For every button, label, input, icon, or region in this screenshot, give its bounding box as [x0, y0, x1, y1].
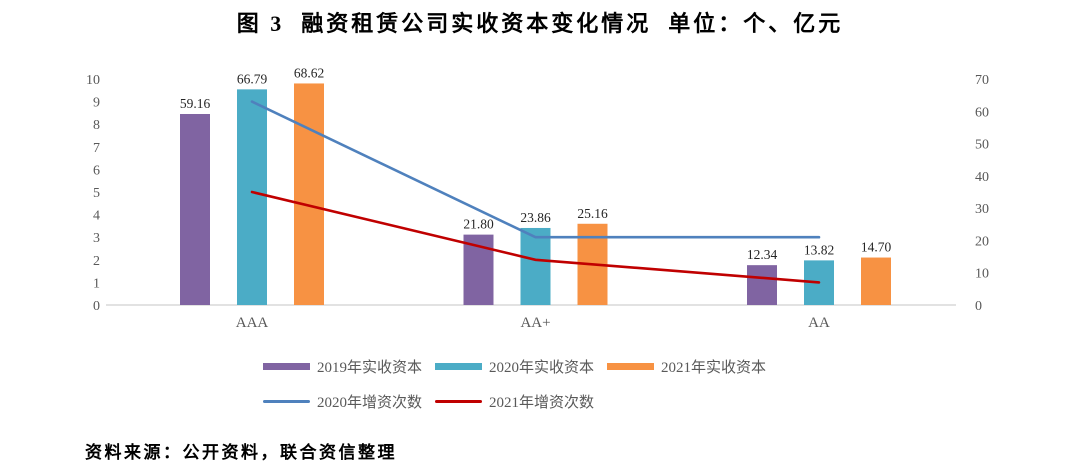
bar-2021-AA [861, 257, 891, 305]
legend-swatch-2020-bar [435, 363, 483, 370]
category-label-AAA: AAA [236, 315, 269, 331]
left-axis-tick-0: 0 [93, 299, 100, 314]
line-2020 [250, 100, 821, 239]
category-label-AA+: AA+ [520, 315, 550, 331]
bar-label-2020-AA+: 23.86 [520, 210, 551, 225]
bar-label-2019-AA: 12.34 [747, 247, 778, 262]
bar-2019-AAA [180, 113, 210, 305]
legend-item-2021-bar: 2021年实收资本 [607, 356, 766, 377]
legend-item-2019-bar: 2019年实收资本 [263, 356, 422, 377]
legend-item-2021-line: 2021年增资次数 [435, 391, 594, 412]
bar-label-2021-AA: 14.70 [861, 240, 892, 255]
bar-2021-AAA [294, 83, 324, 305]
bar-label-2020-AA: 13.82 [804, 242, 834, 257]
bar-2019-AA [747, 265, 777, 305]
left-axis-tick-2: 2 [93, 254, 100, 269]
right-axis-tick-20: 20 [975, 234, 989, 249]
bar-label-2019-AA+: 21.80 [463, 217, 494, 232]
legend-item-2020-bar: 2020年实收资本 [435, 356, 594, 377]
capital-change-chart: 0 1 2 3 4 5 6 7 8 9 10 0 10 20 30 40 50 60 70 59.16 21.80 12.… [86, 65, 989, 331]
left-axis-tick-8: 8 [93, 118, 100, 133]
legend-swatch-2020-line [263, 400, 310, 403]
left-axis-tick-7: 7 [93, 141, 100, 156]
legend-swatch-2021-line [435, 400, 483, 403]
right-axis-tick-50: 50 [975, 138, 989, 153]
source-note: 资料来源：公开资料，联合资信整理 [85, 443, 397, 462]
bar-2020-AAA [237, 89, 267, 305]
bar-label-2020-AAA: 66.79 [237, 71, 268, 86]
chart-title: 图 3 融资租赁公司实收资本变化情况 单位：个、亿元 [236, 11, 844, 36]
right-axis-tick-40: 40 [975, 170, 989, 185]
legend-label-2021-line: 2021年增资次数 [489, 395, 595, 411]
legend-row-bars: 2019年实收资本 2020年实收资本 2021年实收资本 [263, 356, 766, 377]
legend-label-2020-bar: 2020年实收资本 [489, 360, 595, 376]
left-axis-tick-1: 1 [93, 276, 100, 291]
left-axis-tick-5: 5 [93, 186, 100, 201]
left-axis-tick-6: 6 [93, 163, 100, 178]
right-axis-tick-0: 0 [975, 299, 982, 314]
left-axis-tick-9: 9 [93, 96, 100, 111]
left-axis-tick-3: 3 [93, 231, 100, 246]
left-axis-tick-10: 10 [86, 73, 100, 88]
bar-label-2021-AA+: 25.16 [577, 206, 608, 221]
legend-swatch-2021-bar [607, 363, 655, 370]
bar-label-2019-AAA: 59.16 [180, 96, 211, 111]
legend-swatch-2019-bar [263, 363, 310, 370]
legend-label-2019-bar: 2019年实收资本 [317, 360, 423, 376]
legend-row-lines: 2020年增资次数 2021年增资次数 [263, 391, 594, 412]
bar-label-2021-AAA: 68.62 [294, 65, 324, 80]
line-2021 [250, 190, 821, 284]
right-axis-tick-10: 10 [975, 267, 989, 282]
left-axis-tick-4: 4 [93, 209, 100, 224]
right-axis-tick-70: 70 [975, 73, 989, 88]
bar-2020-AA+ [520, 227, 551, 305]
category-label-AA: AA [808, 315, 830, 331]
legend-label-2021-bar: 2021年实收资本 [661, 360, 767, 376]
right-axis-tick-60: 60 [975, 105, 989, 120]
right-axis-tick-30: 30 [975, 202, 989, 217]
legend-item-2020-line: 2020年增资次数 [263, 391, 422, 412]
legend-label-2020-line: 2020年增资次数 [317, 395, 423, 411]
